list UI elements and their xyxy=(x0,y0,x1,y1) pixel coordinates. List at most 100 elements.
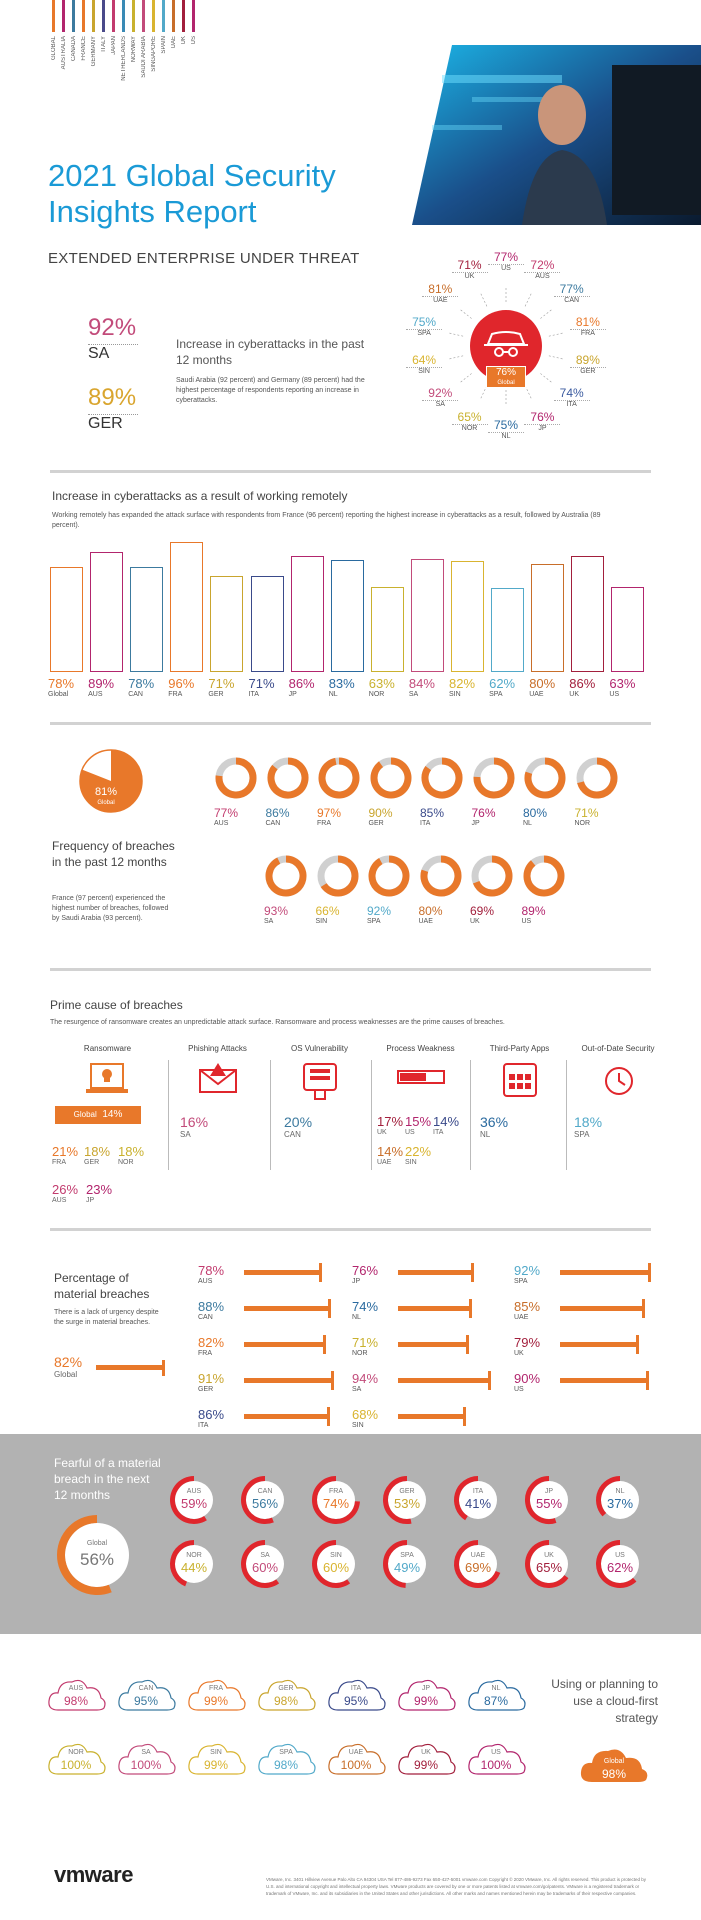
center-badge: 76% Global xyxy=(470,310,542,388)
col-divider xyxy=(168,1060,169,1170)
material-bar-cap xyxy=(646,1371,650,1390)
donut-country: SIN xyxy=(315,918,328,925)
material-value: 76% xyxy=(352,1263,379,1278)
cause-stat-value: 18% xyxy=(84,1144,111,1159)
donut-chart xyxy=(267,757,308,799)
cloud-value: 99% xyxy=(413,1758,439,1772)
gauge-value: 74% xyxy=(322,1496,350,1511)
ring-stat-country: NOR xyxy=(451,423,488,432)
footer-legal: VMware, Inc. 3401 Hillview Avenue Palo A… xyxy=(266,1877,647,1896)
stat-sa-label: SA xyxy=(88,344,138,363)
ring-stat-country: SPA xyxy=(406,329,443,337)
donut-arc xyxy=(472,855,513,897)
material-bar xyxy=(398,1270,471,1275)
material-bar xyxy=(244,1414,327,1419)
cause-stat-country: US xyxy=(405,1129,415,1136)
gauge-chart xyxy=(241,1540,284,1588)
gauge-country: FRA xyxy=(329,1488,343,1495)
ring-connector xyxy=(524,385,533,401)
cause-stat-value: 15% xyxy=(405,1114,432,1129)
donut-country: US xyxy=(521,918,532,925)
material-country: CAN xyxy=(198,1314,213,1321)
material-value: 68% xyxy=(352,1407,379,1422)
fearful-gauge: JP 55% xyxy=(523,1474,575,1526)
remote-title: Increase in cyberattacks as a result of … xyxy=(52,489,348,503)
bar-value: 71% xyxy=(208,676,235,691)
donut-country: JP xyxy=(471,820,480,827)
ring-stat-value: 76% xyxy=(530,409,555,424)
material-value: 79% xyxy=(514,1335,541,1350)
thirdparty-value: 36% xyxy=(480,1114,509,1130)
center-value-box: 76% Global xyxy=(486,366,526,388)
ring-stat-value: 75% xyxy=(412,315,437,330)
gauge-arc xyxy=(241,1540,280,1588)
gauge-arc xyxy=(525,1476,557,1524)
donut-country: ITA xyxy=(420,820,431,827)
ring-stat-value: 77% xyxy=(559,281,584,296)
gauge-arc xyxy=(525,1540,569,1588)
cloud-stat: NOR 100% xyxy=(46,1738,106,1782)
material-country: JP xyxy=(352,1278,361,1285)
bar xyxy=(611,586,645,672)
bar-value: 86% xyxy=(288,676,315,691)
cloud-value: 100% xyxy=(130,1758,162,1772)
cloud-value: 100% xyxy=(480,1758,512,1772)
cause-stat-value: 14% xyxy=(433,1114,460,1129)
material-value: 71% xyxy=(352,1335,379,1350)
material-global-value: 82% xyxy=(54,1354,83,1370)
cloud-country: SPA xyxy=(279,1749,293,1756)
ring-stat: 72% AUS xyxy=(524,258,561,280)
bar xyxy=(50,566,83,672)
donut-arc xyxy=(368,855,410,897)
bar-country: SIN xyxy=(449,691,461,698)
donut-arc xyxy=(265,855,307,897)
donut-country: SA xyxy=(264,918,274,925)
gauge-value: 44% xyxy=(180,1560,208,1575)
fearful-gauge: NOR 44% xyxy=(168,1538,220,1590)
cause-stat-country: NOR xyxy=(118,1159,134,1166)
material-global: 82% Global xyxy=(54,1354,194,1384)
color-stripe xyxy=(132,0,135,32)
ring-connector xyxy=(548,332,565,337)
gauge-chart xyxy=(596,1476,639,1519)
gauge-arc xyxy=(383,1540,408,1588)
center-label: Global xyxy=(497,380,515,386)
material-bar-cap xyxy=(326,1407,330,1426)
breaches-title: Frequency of breaches in the past 12 mon… xyxy=(52,839,175,869)
cloud-stat: NL 87% xyxy=(466,1674,526,1718)
cloud-stat: UK 99% xyxy=(396,1738,456,1782)
prime-col-thirdparty: Third-Party Apps 36% NL xyxy=(472,1044,567,1139)
envelope-alert-icon xyxy=(199,1063,237,1093)
material-col-1: 78% AUS 88% CAN 82% FRA 91% GER 86% ITA xyxy=(198,1263,338,1453)
gauge-arc xyxy=(57,1515,112,1595)
material-bar xyxy=(244,1378,332,1383)
donut-chart xyxy=(215,757,257,799)
progress-bar-icon xyxy=(397,1070,445,1084)
breach-donut: 93% SA xyxy=(264,854,312,944)
col-divider xyxy=(270,1060,271,1170)
donut-chart xyxy=(421,757,463,799)
cloud-global-icon xyxy=(580,1749,648,1782)
material-bar xyxy=(560,1270,649,1275)
color-stripe xyxy=(172,0,175,32)
donut-value: 69% xyxy=(470,904,495,918)
gauge-value: 60% xyxy=(322,1560,350,1575)
gauge-chart xyxy=(312,1476,360,1524)
cloud-icon xyxy=(398,1743,456,1775)
color-stripe xyxy=(72,0,75,32)
clock-icon xyxy=(605,1067,633,1095)
ring-stat-country: FRA xyxy=(569,329,606,337)
gauge-country: SIN xyxy=(330,1552,342,1559)
donut-value: 80% xyxy=(418,904,443,918)
country-name: FRANCE xyxy=(81,36,87,61)
cloud-icon xyxy=(118,1679,176,1711)
ransomware-global-box: Global 14% xyxy=(55,1106,141,1124)
report-subtitle: EXTENDED ENTERPRISE UNDER THREAT xyxy=(48,250,360,267)
material-bar xyxy=(560,1342,636,1347)
outofdate-value: 18% xyxy=(574,1114,603,1130)
prime-col-os: OS Vulnerability 20% CAN xyxy=(272,1044,367,1139)
fearful-gauge: AUS 59% xyxy=(168,1474,220,1526)
donut-value: 85% xyxy=(420,806,445,820)
cloud-country: GER xyxy=(278,1685,294,1692)
country-name: NORWAY xyxy=(131,36,137,63)
